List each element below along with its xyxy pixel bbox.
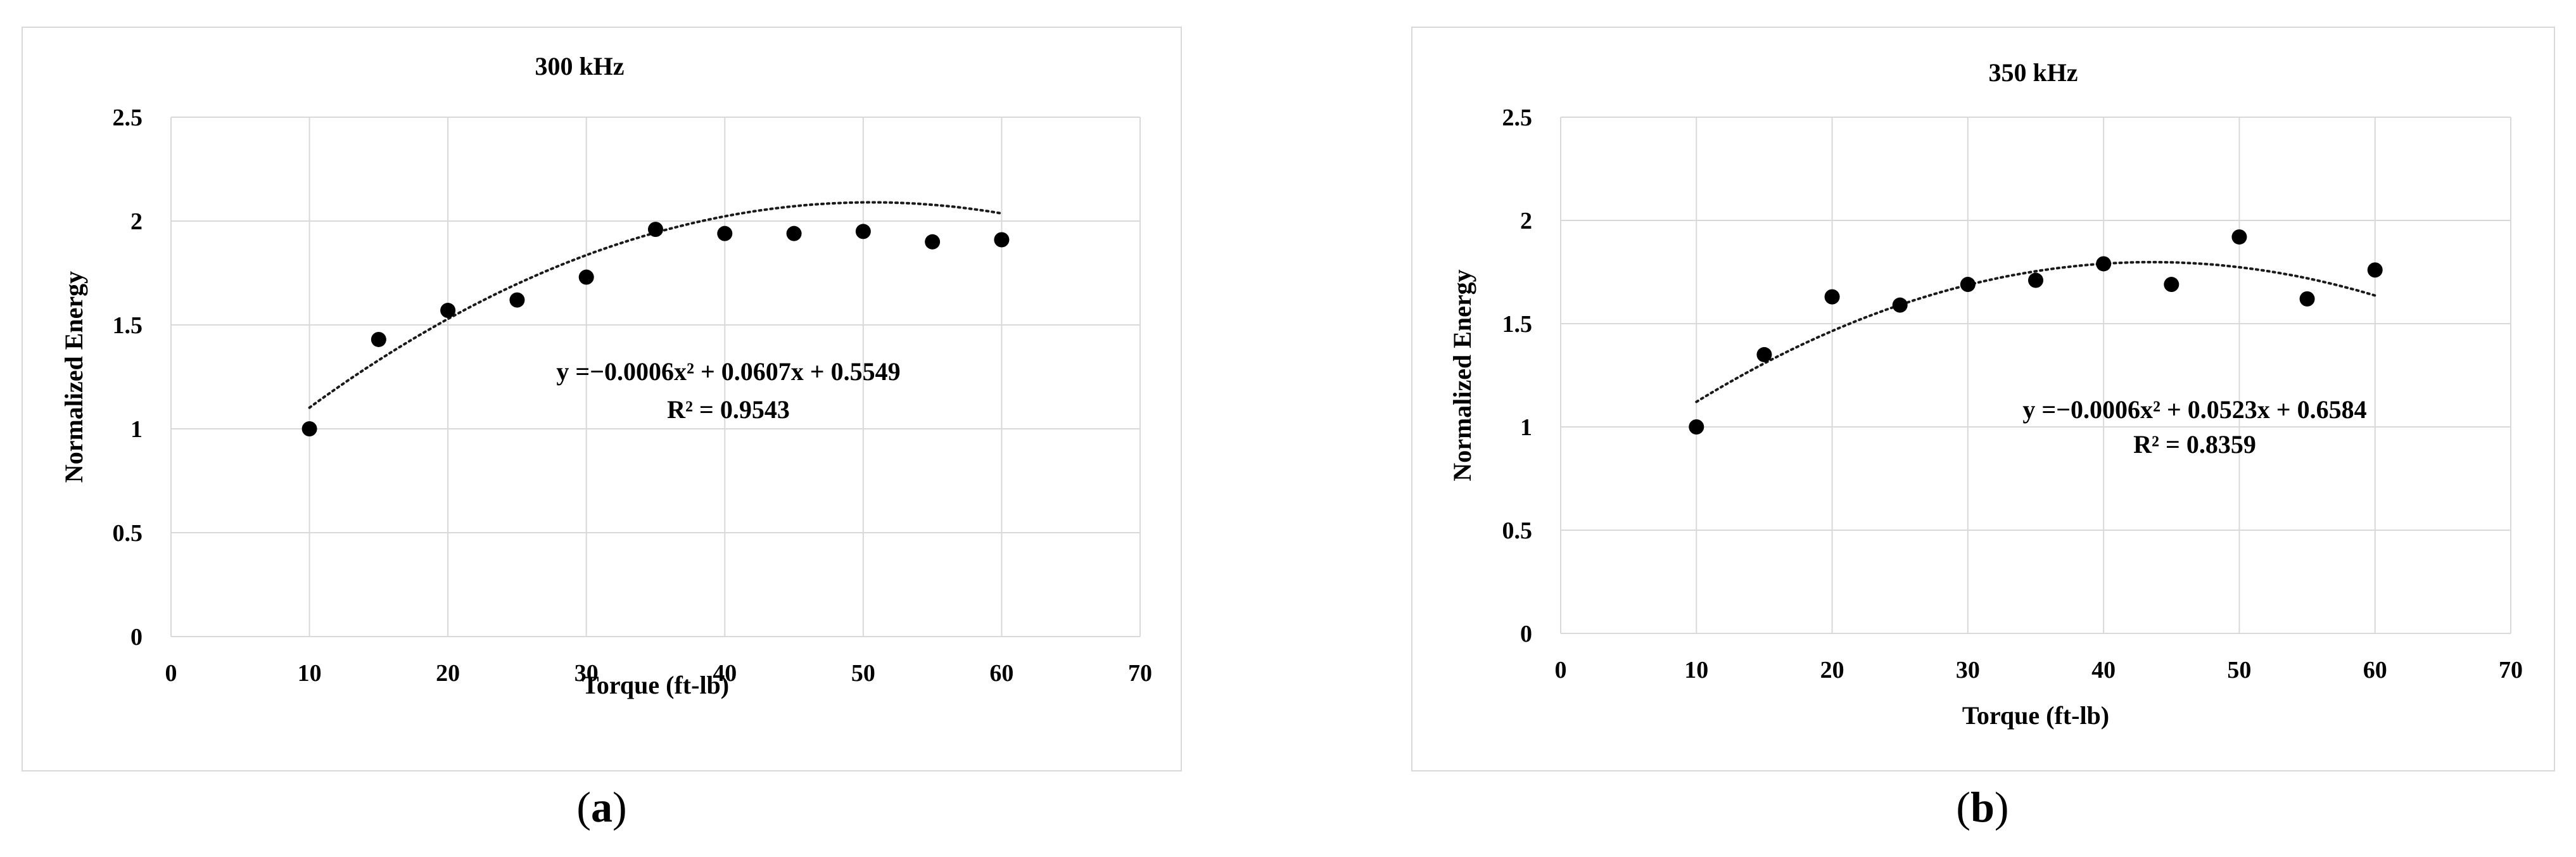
x-tick-label: 40 — [2091, 657, 2116, 683]
y-tick-label: 2.5 — [1502, 105, 1533, 131]
data-point — [2028, 272, 2043, 288]
data-point — [2299, 291, 2315, 307]
data-point — [925, 234, 941, 250]
chart-title: 350 kHz — [1988, 58, 2078, 87]
x-tick-label: 30 — [1956, 657, 1980, 683]
data-point — [1960, 277, 1976, 293]
data-point — [855, 224, 871, 239]
y-tick-label: 0 — [130, 624, 143, 651]
y-tick-label: 1 — [130, 416, 143, 443]
x-tick-label: 20 — [1820, 657, 1844, 683]
data-point — [786, 225, 802, 241]
x-tick-label: 30 — [574, 660, 599, 687]
x-tick-label: 60 — [989, 660, 1013, 687]
data-point — [1892, 297, 1908, 313]
caption-b-letter: b — [1970, 783, 1995, 831]
trendline-equation: y =−0.0006x² + 0.0607x + 0.5549 — [556, 357, 900, 386]
r-squared: R² = 0.9543 — [667, 395, 790, 424]
data-point — [2367, 262, 2383, 278]
y-tick-label: 0 — [1520, 621, 1532, 647]
y-tick-label: 0.5 — [113, 520, 143, 547]
data-point — [301, 421, 317, 436]
data-point — [371, 331, 386, 347]
x-tick-label: 10 — [298, 660, 322, 687]
chart-frame-a — [22, 27, 1182, 771]
y-tick-label: 0.5 — [1502, 517, 1533, 544]
x-tick-label: 70 — [1128, 660, 1152, 687]
r-squared: R² = 0.8359 — [2133, 430, 2256, 459]
data-point — [994, 232, 1010, 248]
x-tick-label: 50 — [2227, 657, 2251, 683]
data-point — [509, 292, 525, 308]
x-tick-label: 0 — [1555, 657, 1567, 683]
data-point — [717, 225, 733, 241]
data-point — [1689, 419, 1704, 435]
data-point — [2164, 277, 2179, 293]
trendline-equation: y =−0.0006x² + 0.0523x + 0.6584 — [2022, 395, 2366, 424]
y-axis-label: Normalized Energy — [60, 271, 88, 483]
x-axis-label: Torque (ft-lb) — [582, 671, 729, 699]
x-tick-label: 40 — [713, 660, 737, 687]
y-tick-label: 1.5 — [113, 312, 143, 339]
caption-b: (b) — [1956, 783, 2009, 831]
x-tick-label: 20 — [436, 660, 460, 687]
data-point — [578, 269, 594, 285]
caption-a: (a) — [576, 783, 627, 831]
data-point — [440, 303, 456, 319]
trendline — [1695, 260, 2376, 403]
data-point — [2231, 229, 2247, 245]
x-tick-label: 0 — [165, 660, 177, 687]
chart-frame-b — [1411, 27, 2555, 771]
data-point — [2096, 256, 2112, 272]
x-axis-label: Torque (ft-lb) — [1962, 701, 2109, 730]
y-tick-label: 2.5 — [113, 105, 143, 131]
y-tick-label: 2 — [130, 208, 143, 235]
data-point — [1824, 289, 1840, 305]
caption-a-letter: a — [591, 783, 612, 831]
x-tick-label: 50 — [851, 660, 875, 687]
x-tick-label: 70 — [2499, 657, 2523, 683]
y-axis-label: Normalized Energy — [1448, 269, 1476, 481]
y-tick-label: 1 — [1520, 414, 1532, 441]
x-tick-label: 60 — [2363, 657, 2387, 683]
data-point — [648, 222, 663, 238]
chart-title: 300 kHz — [535, 52, 624, 80]
x-tick-label: 10 — [1684, 657, 1708, 683]
data-point — [1756, 346, 1772, 362]
y-tick-label: 2 — [1520, 208, 1532, 234]
y-tick-label: 1.5 — [1502, 311, 1533, 338]
